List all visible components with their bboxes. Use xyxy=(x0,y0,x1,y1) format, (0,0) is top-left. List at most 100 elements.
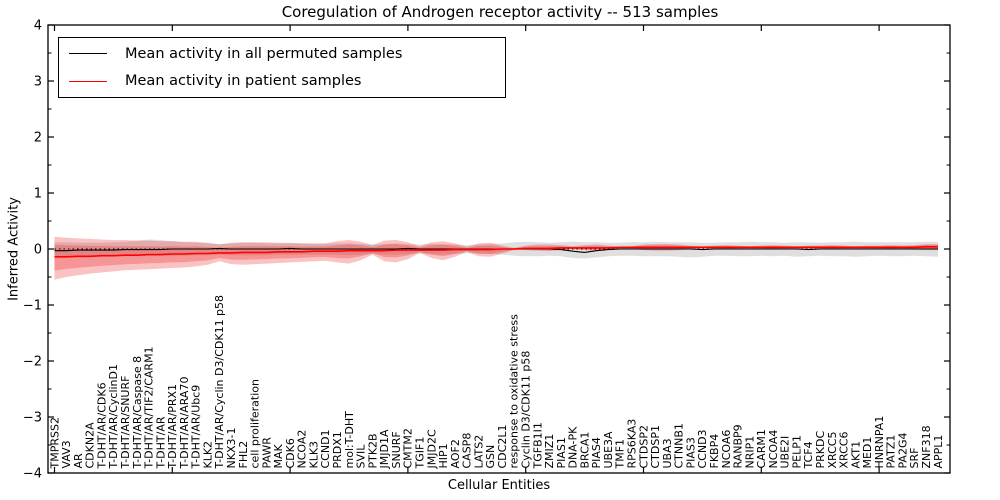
svg-text:T-DHT/AR/Ubc9: T-DHT/AR/Ubc9 xyxy=(190,385,203,470)
patient-band-inner xyxy=(54,244,938,271)
svg-text:KLK3: KLK3 xyxy=(308,441,321,469)
svg-text:CCND3: CCND3 xyxy=(696,429,709,468)
svg-text:CTDSP2: CTDSP2 xyxy=(637,425,650,468)
legend-item-permuted: Mean activity in all permuted samples xyxy=(69,46,505,62)
svg-text:PRDX1: PRDX1 xyxy=(331,431,344,468)
svg-text:T-DHT/AR/CDK6: T-DHT/AR/CDK6 xyxy=(95,382,108,469)
svg-text:LATS2: LATS2 xyxy=(472,435,485,469)
svg-text:MED1: MED1 xyxy=(861,437,874,469)
x-axis-label: Cellular Entities xyxy=(447,478,551,493)
svg-text:HIP1: HIP1 xyxy=(437,443,450,468)
svg-text:NRIP1: NRIP1 xyxy=(743,436,756,469)
svg-text:TGIF1: TGIF1 xyxy=(414,437,427,470)
svg-text:PIAS4: PIAS4 xyxy=(590,437,603,468)
svg-text:ZMIZ1: ZMIZ1 xyxy=(543,434,556,469)
svg-text:FKBP4: FKBP4 xyxy=(708,434,721,469)
svg-text:NCOA4: NCOA4 xyxy=(767,430,780,469)
svg-text:SRF: SRF xyxy=(908,448,921,469)
svg-text:PELP1: PELP1 xyxy=(790,435,803,468)
svg-text:CDC2L1: CDC2L1 xyxy=(496,425,509,469)
svg-text:XRCC5: XRCC5 xyxy=(826,432,839,469)
svg-text:RANBP9: RANBP9 xyxy=(732,424,745,468)
svg-text:TGFB1I1: TGFB1I1 xyxy=(531,422,544,469)
svg-text:DNA-PK: DNA-PK xyxy=(567,426,580,469)
svg-text:−4: −4 xyxy=(23,467,42,482)
svg-text:CTDSP1: CTDSP1 xyxy=(649,425,662,468)
svg-text:XRCC6: XRCC6 xyxy=(838,432,851,469)
svg-text:CTNNB1: CTNNB1 xyxy=(673,423,686,468)
legend-line-black-icon xyxy=(69,53,107,55)
svg-text:UBA3: UBA3 xyxy=(661,438,674,468)
svg-text:PATZ1: PATZ1 xyxy=(885,435,898,469)
svg-text:−1: −1 xyxy=(23,299,42,314)
svg-text:−2: −2 xyxy=(23,355,42,370)
svg-text:AOF2: AOF2 xyxy=(449,439,462,468)
svg-text:NCOA2: NCOA2 xyxy=(296,430,309,469)
svg-text:SVIL: SVIL xyxy=(355,444,368,469)
legend-label-patient: Mean activity in patient samples xyxy=(125,73,362,90)
svg-text:UBE3A: UBE3A xyxy=(602,431,615,469)
svg-text:RPS6KA3: RPS6KA3 xyxy=(626,419,639,469)
svg-text:1: 1 xyxy=(34,187,42,202)
svg-text:CARM1: CARM1 xyxy=(755,429,768,468)
svg-text:CCND1: CCND1 xyxy=(319,429,332,468)
svg-text:4: 4 xyxy=(34,19,42,34)
svg-text:SNURF: SNURF xyxy=(390,431,403,468)
svg-text:PIAS3: PIAS3 xyxy=(684,437,697,468)
svg-text:BRCA1: BRCA1 xyxy=(578,432,591,469)
y-ticks: −4 −3 −2 −1 0 1 2 3 4 xyxy=(23,19,950,482)
svg-text:CDKN2A: CDKN2A xyxy=(84,422,97,469)
svg-text:PAWR: PAWR xyxy=(260,437,273,469)
svg-text:AKT1: AKT1 xyxy=(849,441,862,469)
svg-text:TCF4: TCF4 xyxy=(802,441,815,469)
svg-text:T-DHT/AR: T-DHT/AR xyxy=(154,416,167,469)
category-labels: TMPRSS2VAV3ARCDKN2AT-DHT/AR/CDK6T-DHT/AR… xyxy=(48,295,945,470)
svg-text:JMJD1A: JMJD1A xyxy=(378,429,391,469)
svg-text:CMTM2: CMTM2 xyxy=(402,428,415,468)
svg-text:3: 3 xyxy=(34,75,42,90)
svg-text:KLK2: KLK2 xyxy=(201,441,214,469)
svg-text:T-DHT/AR/PRX1: T-DHT/AR/PRX1 xyxy=(166,384,179,470)
svg-text:UBE2I: UBE2I xyxy=(779,436,792,469)
svg-text:ZNF318: ZNF318 xyxy=(920,425,933,468)
chart-title: Coregulation of Androgen receptor activi… xyxy=(281,3,719,21)
svg-text:TMPRSS2: TMPRSS2 xyxy=(48,417,61,469)
svg-text:mol:T-DHT: mol:T-DHT xyxy=(343,411,356,469)
svg-text:AR: AR xyxy=(72,453,85,469)
svg-text:T-DHT/AR/Caspase 8: T-DHT/AR/Caspase 8 xyxy=(131,356,144,470)
svg-text:T-DHT/AR/SNURF: T-DHT/AR/SNURF xyxy=(119,376,132,470)
svg-text:0: 0 xyxy=(34,243,42,258)
svg-text:PA2G4: PA2G4 xyxy=(897,433,910,469)
svg-text:GSN: GSN xyxy=(484,445,497,469)
svg-text:FHL2: FHL2 xyxy=(237,441,250,469)
patient-mean-line xyxy=(54,246,938,258)
svg-text:T-DHT/AR/ARA70: T-DHT/AR/ARA70 xyxy=(178,377,191,470)
legend-item-patient: Mean activity in patient samples xyxy=(69,73,505,89)
svg-text:NCOA6: NCOA6 xyxy=(720,430,733,469)
svg-text:T-DHT/AR/CyclinD1: T-DHT/AR/CyclinD1 xyxy=(107,364,120,470)
x-ticks xyxy=(53,25,880,473)
svg-text:PRKDC: PRKDC xyxy=(814,431,827,469)
svg-text:−3: −3 xyxy=(23,411,42,426)
svg-text:response to oxidative stress: response to oxidative stress xyxy=(508,314,521,469)
svg-text:APPL1: APPL1 xyxy=(932,435,945,469)
legend-label-permuted: Mean activity in all permuted samples xyxy=(125,45,403,62)
svg-text:T-DHT/AR/TIF2/CARM1: T-DHT/AR/TIF2/CARM1 xyxy=(143,346,156,469)
svg-text:cell proliferation: cell proliferation xyxy=(249,379,262,469)
svg-text:2: 2 xyxy=(34,131,42,146)
svg-text:CDK6: CDK6 xyxy=(284,438,297,468)
svg-text:PTK2B: PTK2B xyxy=(366,433,379,468)
svg-text:T-DHT/AR/Cyclin D3/CDK11 p58: T-DHT/AR/Cyclin D3/CDK11 p58 xyxy=(213,295,226,470)
svg-text:CASP8: CASP8 xyxy=(461,433,474,469)
svg-text:Cyclin D3/CDK11 p58: Cyclin D3/CDK11 p58 xyxy=(520,351,533,469)
legend: Mean activity in all permuted samples Me… xyxy=(58,37,506,98)
svg-text:NKX3-1: NKX3-1 xyxy=(225,428,238,469)
svg-text:VAV3: VAV3 xyxy=(60,440,73,468)
svg-text:TMF1: TMF1 xyxy=(614,439,627,470)
svg-text:JMJD2C: JMJD2C xyxy=(425,429,438,469)
svg-text:PIAS1: PIAS1 xyxy=(555,437,568,468)
svg-text:HNRNPA1: HNRNPA1 xyxy=(873,416,886,469)
svg-text:MAK: MAK xyxy=(272,443,285,468)
